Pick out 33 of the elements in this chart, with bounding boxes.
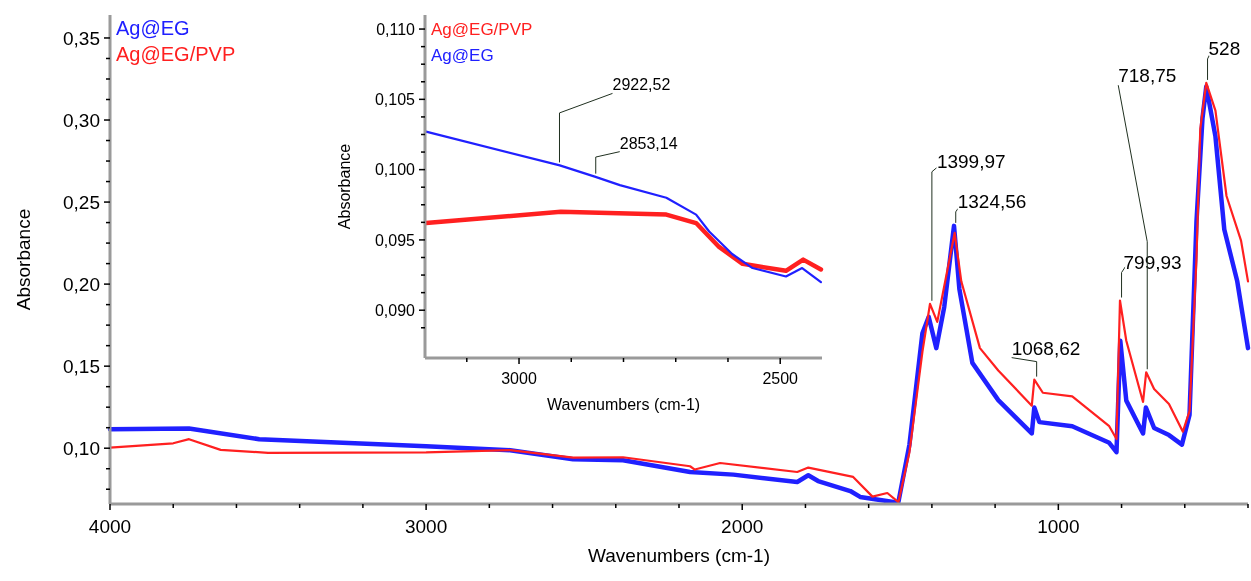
y-tick-label: 0,110 [376,20,416,38]
y-tick-label: 0,105 [374,90,416,108]
annotation: 1324,56 [957,190,1027,212]
text: Ag@EG [431,46,494,65]
y-tick-label: 0,35 [63,27,100,49]
y-tick-label: 0,100 [374,161,416,179]
x-tick-label: 3000 [501,370,537,387]
y-tick-label: 0,15 [63,355,100,377]
x-tick-label: 3000 [404,516,448,537]
text: Ag@EG [116,17,190,39]
y-tick-label: 0,20 [63,273,100,295]
x-axis-title: Wavenumbers (cm-1) [588,545,770,566]
annotation: 1068,62 [1011,337,1081,359]
y-tick-label: 0,30 [63,109,100,131]
x-axis-title: Wavenumbers (cm-1) [546,396,701,413]
annotation: 2853,14 [619,134,678,152]
annotation: 718,75 [1118,65,1177,87]
x-tick-label: 2000 [721,516,764,537]
text: Ag@EG/PVP [116,43,236,65]
y-axis-title: Absorbance [13,208,34,311]
y-tick-label: 0,10 [63,437,100,459]
line-series [424,130,823,284]
annotation: 2922,52 [612,76,671,94]
y-tick-label: 0,095 [374,231,416,249]
x-tick-label: 2500 [762,370,799,387]
y-tick-label: 0,090 [374,301,416,319]
x-tick-label: 4000 [88,516,132,537]
y-axis-title: Absorbance [336,143,353,230]
annotation: 528 [1208,37,1241,59]
annotation: 1399,97 [936,150,1006,172]
text: Ag@EG/PVP [431,20,533,39]
x-tick-label: 1000 [1037,516,1080,537]
y-tick-label: 0,25 [63,191,100,213]
